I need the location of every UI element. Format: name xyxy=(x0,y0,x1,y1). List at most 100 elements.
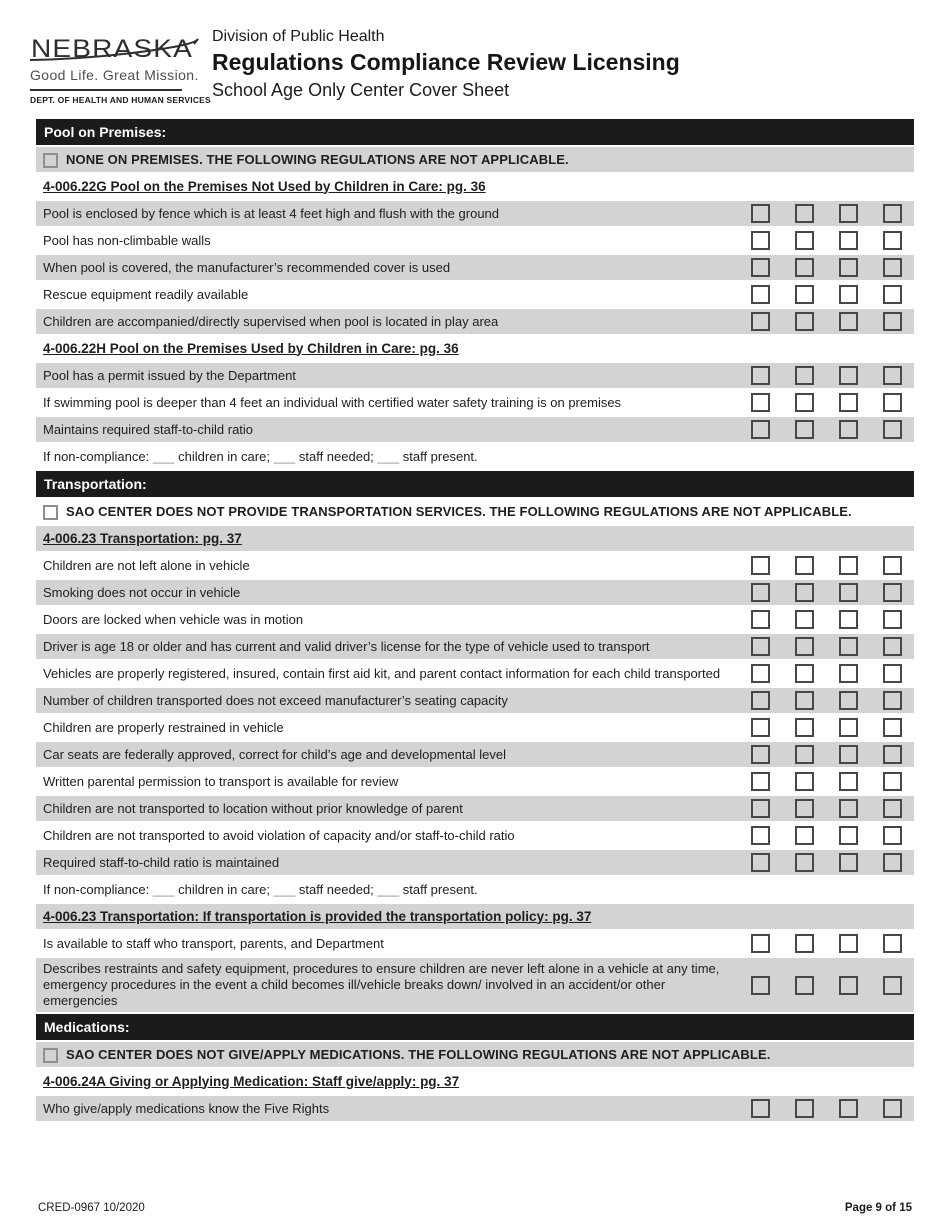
compliance-checkbox[interactable] xyxy=(751,556,770,575)
compliance-checkbox[interactable] xyxy=(839,934,858,953)
compliance-checkbox[interactable] xyxy=(751,583,770,602)
compliance-checkbox[interactable] xyxy=(795,799,814,818)
compliance-checkbox[interactable] xyxy=(751,393,770,412)
compliance-checkbox[interactable] xyxy=(883,583,902,602)
compliance-checkbox[interactable] xyxy=(795,745,814,764)
na-checkbox[interactable] xyxy=(43,1048,58,1063)
compliance-checkbox[interactable] xyxy=(795,420,814,439)
compliance-checkbox[interactable] xyxy=(751,664,770,683)
na-checkbox[interactable] xyxy=(43,153,58,168)
compliance-checkbox[interactable] xyxy=(839,745,858,764)
compliance-checkbox[interactable] xyxy=(839,1099,858,1118)
compliance-checkbox[interactable] xyxy=(839,583,858,602)
compliance-checkbox[interactable] xyxy=(883,366,902,385)
compliance-checkbox[interactable] xyxy=(751,637,770,656)
compliance-checkbox[interactable] xyxy=(839,258,858,277)
compliance-checkbox[interactable] xyxy=(795,583,814,602)
compliance-checkbox[interactable] xyxy=(883,1099,902,1118)
compliance-checkbox[interactable] xyxy=(795,204,814,223)
compliance-checkbox[interactable] xyxy=(839,610,858,629)
compliance-checkbox[interactable] xyxy=(883,975,902,995)
compliance-checkbox[interactable] xyxy=(839,420,858,439)
compliance-checkbox[interactable] xyxy=(883,258,902,277)
compliance-checkbox[interactable] xyxy=(883,853,902,872)
compliance-checkbox[interactable] xyxy=(883,556,902,575)
compliance-checkbox[interactable] xyxy=(751,258,770,277)
compliance-checkbox[interactable] xyxy=(751,745,770,764)
compliance-checkbox[interactable] xyxy=(883,393,902,412)
compliance-checkbox[interactable] xyxy=(795,258,814,277)
compliance-checkbox[interactable] xyxy=(795,975,814,995)
compliance-checkbox[interactable] xyxy=(751,204,770,223)
blank-line[interactable]: ___ xyxy=(377,448,400,464)
compliance-checkbox[interactable] xyxy=(751,366,770,385)
compliance-checkbox[interactable] xyxy=(839,366,858,385)
compliance-checkbox[interactable] xyxy=(751,231,770,250)
compliance-checkbox[interactable] xyxy=(839,556,858,575)
compliance-checkbox[interactable] xyxy=(751,285,770,304)
compliance-checkbox[interactable] xyxy=(839,691,858,710)
compliance-checkbox[interactable] xyxy=(795,772,814,791)
compliance-checkbox[interactable] xyxy=(795,691,814,710)
compliance-checkbox[interactable] xyxy=(795,285,814,304)
blank-line[interactable]: ___ xyxy=(152,448,175,464)
blank-line[interactable]: ___ xyxy=(273,881,296,897)
compliance-checkbox[interactable] xyxy=(883,637,902,656)
compliance-checkbox[interactable] xyxy=(795,366,814,385)
compliance-checkbox[interactable] xyxy=(751,772,770,791)
compliance-checkbox[interactable] xyxy=(751,610,770,629)
compliance-checkbox[interactable] xyxy=(839,393,858,412)
compliance-checkbox[interactable] xyxy=(883,664,902,683)
blank-line[interactable]: ___ xyxy=(152,881,175,897)
compliance-checkbox[interactable] xyxy=(839,204,858,223)
compliance-checkbox[interactable] xyxy=(883,691,902,710)
compliance-checkbox[interactable] xyxy=(795,231,814,250)
compliance-checkbox[interactable] xyxy=(751,799,770,818)
compliance-checkbox[interactable] xyxy=(751,853,770,872)
compliance-checkbox[interactable] xyxy=(751,312,770,331)
compliance-checkbox[interactable] xyxy=(795,853,814,872)
compliance-checkbox[interactable] xyxy=(839,826,858,845)
compliance-checkbox[interactable] xyxy=(839,285,858,304)
compliance-checkbox[interactable] xyxy=(883,312,902,331)
compliance-checkbox[interactable] xyxy=(795,826,814,845)
compliance-checkbox[interactable] xyxy=(795,664,814,683)
compliance-checkbox[interactable] xyxy=(883,285,902,304)
compliance-checkbox[interactable] xyxy=(751,1099,770,1118)
compliance-checkbox[interactable] xyxy=(751,975,770,995)
compliance-checkbox[interactable] xyxy=(751,691,770,710)
compliance-checkbox[interactable] xyxy=(751,420,770,439)
compliance-checkbox[interactable] xyxy=(751,718,770,737)
compliance-checkbox[interactable] xyxy=(795,312,814,331)
compliance-checkbox[interactable] xyxy=(883,934,902,953)
compliance-checkbox[interactable] xyxy=(839,718,858,737)
blank-line[interactable]: ___ xyxy=(273,448,296,464)
compliance-checkbox[interactable] xyxy=(795,610,814,629)
blank-line[interactable]: ___ xyxy=(377,881,400,897)
compliance-checkbox[interactable] xyxy=(883,718,902,737)
compliance-checkbox[interactable] xyxy=(839,975,858,995)
na-checkbox[interactable] xyxy=(43,505,58,520)
compliance-checkbox[interactable] xyxy=(883,745,902,764)
compliance-checkbox[interactable] xyxy=(883,420,902,439)
compliance-checkbox[interactable] xyxy=(883,826,902,845)
compliance-checkbox[interactable] xyxy=(751,934,770,953)
compliance-checkbox[interactable] xyxy=(883,204,902,223)
compliance-checkbox[interactable] xyxy=(795,934,814,953)
compliance-checkbox[interactable] xyxy=(839,799,858,818)
compliance-checkbox[interactable] xyxy=(795,393,814,412)
compliance-checkbox[interactable] xyxy=(751,826,770,845)
compliance-checkbox[interactable] xyxy=(795,637,814,656)
compliance-checkbox[interactable] xyxy=(883,772,902,791)
compliance-checkbox[interactable] xyxy=(839,231,858,250)
compliance-checkbox[interactable] xyxy=(883,231,902,250)
compliance-checkbox[interactable] xyxy=(795,556,814,575)
compliance-checkbox[interactable] xyxy=(795,1099,814,1118)
compliance-checkbox[interactable] xyxy=(839,664,858,683)
compliance-checkbox[interactable] xyxy=(883,610,902,629)
compliance-checkbox[interactable] xyxy=(839,312,858,331)
compliance-checkbox[interactable] xyxy=(839,637,858,656)
compliance-checkbox[interactable] xyxy=(795,718,814,737)
compliance-checkbox[interactable] xyxy=(839,772,858,791)
compliance-checkbox[interactable] xyxy=(839,853,858,872)
